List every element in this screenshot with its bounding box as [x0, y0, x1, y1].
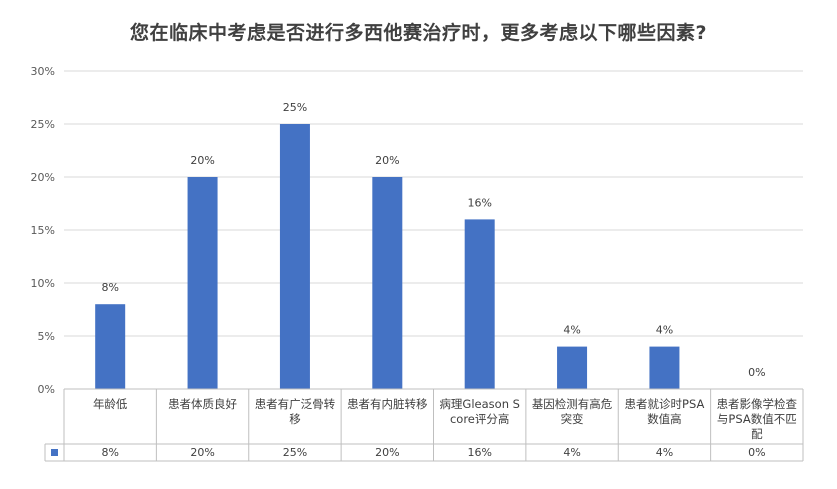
data-label: 4%: [563, 324, 580, 337]
table-value: 16%: [467, 446, 492, 459]
y-tick-label: 10%: [31, 277, 55, 290]
category-label: 基因检测有高危突变: [531, 397, 613, 426]
bar: [372, 177, 403, 389]
category-label: 患者体质良好: [168, 397, 238, 411]
y-tick-label: 15%: [31, 224, 55, 237]
bar: [464, 219, 495, 389]
bar: [649, 346, 680, 389]
table-value: 4%: [563, 446, 581, 459]
bar: [95, 304, 126, 389]
y-tick-label: 5%: [38, 330, 55, 343]
data-label: 8%: [101, 281, 118, 294]
y-tick-label: 30%: [31, 65, 55, 78]
category-label: 患者有广泛骨转移: [254, 397, 336, 426]
data-label: 4%: [656, 324, 673, 337]
category-label: 年龄低: [92, 397, 128, 411]
data-label: 25%: [283, 101, 307, 114]
chart-title: 您在临床中考虑是否进行多西他赛治疗时，更多考虑以下哪些因素?: [129, 22, 708, 44]
category-label: 病理Gleason Score评分高: [439, 397, 520, 426]
table-value: 25%: [282, 446, 308, 459]
table-value: 20%: [375, 446, 400, 459]
bar: [557, 346, 588, 389]
bar: [279, 124, 310, 389]
table-value: 0%: [748, 446, 766, 459]
data-label: 0%: [748, 366, 765, 379]
category-label: 患者影像学检查与PSA数值不匹配: [716, 397, 798, 441]
table-value: 20%: [190, 446, 215, 459]
y-tick-label: 25%: [31, 118, 55, 131]
data-label: 20%: [190, 154, 214, 167]
category-label: 患者有内脏转移: [347, 397, 428, 411]
bar: [187, 177, 218, 389]
table-value: 8%: [101, 446, 119, 459]
legend-key: [51, 449, 58, 456]
data-label: 20%: [375, 154, 399, 167]
category-label: 患者就诊时PSA数值高: [624, 397, 705, 426]
table-value: 4%: [655, 446, 674, 459]
y-tick-label: 20%: [31, 171, 55, 184]
data-label: 16%: [467, 196, 491, 209]
y-tick-label: 0%: [38, 383, 55, 396]
